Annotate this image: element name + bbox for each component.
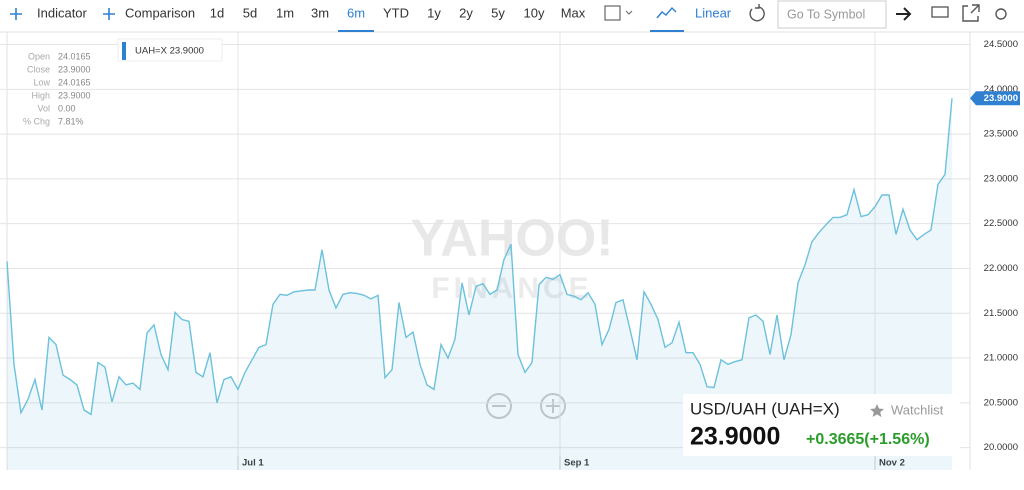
zoom-in[interactable] [540, 393, 566, 419]
ohlc-label: % Chg [23, 116, 50, 126]
range-button[interactable]: 10y [524, 5, 545, 20]
legend-label: UAH=X 23.9000 [135, 46, 204, 57]
price-tag-label: 23.9000 [984, 93, 1018, 104]
star-icon[interactable] [870, 404, 884, 417]
calendar-icon[interactable] [604, 5, 633, 21]
print-icon[interactable] [931, 6, 949, 18]
price-line [6, 98, 953, 416]
caret [625, 10, 633, 15]
y-tick-label: 24.0000 [984, 84, 1018, 95]
y-tick-label: 23.0000 [984, 173, 1018, 184]
legend-swatch [122, 42, 126, 60]
chart-type-icon[interactable] [656, 6, 677, 19]
ohlc-value: 24.0165 [58, 77, 91, 87]
ohlc-value: 23.9000 [58, 64, 91, 74]
go-arrow[interactable] [896, 7, 912, 21]
scale-button[interactable]: Linear [695, 5, 732, 20]
range-button[interactable]: Max [561, 5, 586, 20]
undo-icon[interactable] [749, 4, 765, 22]
zoom-out[interactable] [486, 393, 512, 419]
share-icon[interactable] [962, 4, 980, 22]
legend-box [117, 38, 223, 62]
ohlc-value: 24.0165 [58, 51, 91, 61]
calendar[interactable] [604, 5, 621, 21]
ohlc-label: High [31, 90, 50, 100]
plus-icon[interactable] [10, 8, 22, 20]
ohlc-label: Vol [37, 103, 50, 113]
x-tick-label: Jul 1 [242, 458, 264, 469]
range-button[interactable]: 3m [311, 5, 329, 20]
x-tick-label: Sep 1 [564, 458, 590, 469]
watchlist-button[interactable]: Watchlist [891, 402, 944, 417]
y-tick-label: 24.5000 [984, 39, 1018, 50]
toolbar-icons [10, 8, 115, 20]
range-button[interactable]: 5y [491, 5, 505, 20]
search-box[interactable] [777, 0, 887, 29]
x-tick-label: Nov 2 [879, 458, 905, 469]
range-button[interactable]: 1d [210, 5, 224, 20]
y-tick-label: 21.5000 [984, 308, 1018, 319]
quote-change: +0.3665(+1.56%) [806, 431, 930, 448]
range-button[interactable]: 1y [427, 5, 441, 20]
y-tick-label: 21.0000 [984, 353, 1018, 364]
range-button[interactable]: 5d [243, 5, 257, 20]
range-button[interactable]: 2y [459, 5, 473, 20]
search-placeholder[interactable]: Go To Symbol [787, 7, 865, 21]
plus-icon[interactable] [103, 8, 115, 20]
ohlc-value: 23.9000 [58, 90, 91, 100]
ohlc-label: Open [28, 51, 50, 61]
ohlc-label: Close [27, 64, 50, 74]
ohlc-label: Low [33, 77, 50, 87]
ohlc-value: 0.00 [58, 103, 76, 113]
ohlc-value: 7.81% [58, 116, 84, 126]
zoom-controls [486, 393, 566, 419]
range-button[interactable]: 1m [276, 5, 294, 20]
range-button[interactable]: YTD [383, 5, 409, 20]
y-tick-label: 20.5000 [984, 397, 1018, 408]
zoom-in-icon [546, 399, 560, 413]
settings-icon[interactable] [995, 8, 1007, 20]
quote-price: 23.9000 [690, 423, 780, 451]
range-button[interactable]: 6m [347, 5, 365, 20]
y-tick-label: 20.0000 [984, 442, 1018, 453]
y-tick-label: 23.5000 [984, 129, 1018, 140]
indicator-button[interactable]: Indicator [37, 5, 88, 20]
quote-name: USD/UAH (UAH=X) [690, 399, 840, 418]
price-tag [970, 91, 1020, 106]
quote-box [683, 394, 960, 456]
watermark: FINANCE [431, 272, 592, 305]
y-tick-label: 22.5000 [984, 218, 1018, 229]
comparison-button[interactable]: Comparison [125, 5, 195, 20]
y-tick-label: 22.0000 [984, 263, 1018, 274]
